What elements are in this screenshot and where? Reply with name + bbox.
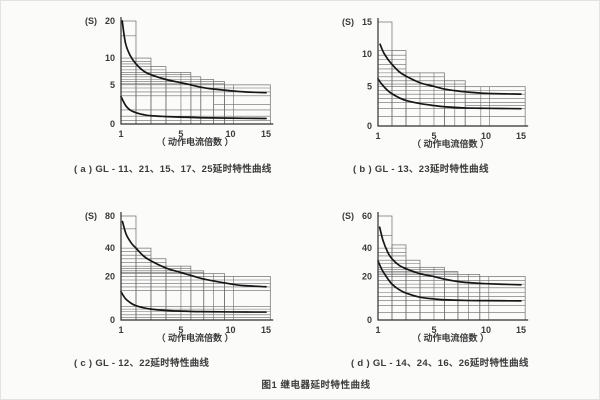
curve-upper-limit (121, 20, 267, 94)
y-tick-label: 0 (367, 315, 372, 325)
caption-chart-d: ( d ) GL - 14、24、16、26延时特性曲线 (351, 358, 529, 369)
x-tick-label: 5 (178, 325, 183, 335)
curve-upper-limit (121, 220, 267, 288)
x-tick-label: 10 (481, 325, 491, 335)
curve-lower-limit (377, 260, 522, 302)
x-tick-label: 5 (431, 131, 436, 141)
y-unit-label: (S) (85, 211, 97, 221)
x-tick-label: 10 (226, 129, 236, 139)
y-unit-label: (S) (85, 16, 97, 26)
y-unit-label: (S) (342, 211, 354, 221)
x-tick-label: 10 (481, 131, 491, 141)
x-axis-label-d: （ 动作电流倍数 ） (411, 333, 489, 343)
curve-upper-limit (378, 226, 522, 286)
caption-chart-b: ( b ) GL - 13、23延时特性曲线 (353, 164, 489, 175)
axes (377, 212, 529, 321)
x-axis-label-b: （ 动作电流倍数 ） (411, 139, 489, 149)
x-axis-label-c: （ 动作电流倍数 ） (156, 333, 234, 343)
y-tick-label: 20 (105, 272, 115, 282)
band-step (377, 21, 393, 127)
y-tick-label: 10 (105, 53, 115, 63)
curve-lower-limit (120, 290, 267, 313)
curve-upper-limit (379, 43, 522, 96)
x-tick-label: 15 (261, 129, 271, 139)
figure-caption: 图1 继电器延时特性曲线 (261, 380, 371, 391)
y-tick-label: 10 (362, 49, 372, 59)
x-tick-label: 1 (375, 325, 380, 335)
y-tick-label: 60 (362, 211, 372, 221)
x-tick-label: 10 (226, 325, 236, 335)
y-unit-label: (S) (342, 17, 354, 27)
axes (120, 212, 274, 321)
x-tick-label: 15 (261, 325, 271, 335)
y-tick-label: 20 (362, 272, 372, 282)
x-axis-label-a: （ 动作电流倍数 ） (156, 137, 234, 147)
y-tick-label: 0 (110, 119, 115, 129)
curve-lower-limit (377, 77, 522, 110)
caption-chart-a: ( a ) GL - 11、21、15、17、25延时特性曲线 (74, 164, 272, 175)
y-tick-label: 20 (105, 16, 115, 26)
x-tick-label: 15 (516, 131, 526, 141)
y-tick-label: 40 (362, 243, 372, 253)
y-tick-label: 0 (110, 315, 115, 325)
x-tick-label: 1 (375, 131, 380, 141)
caption-chart-c: ( c ) GL - 12、22延时特性曲线 (74, 358, 210, 369)
y-tick-label: 40 (105, 243, 115, 253)
axes (377, 18, 529, 127)
band-step (391, 50, 407, 127)
x-tick-label: 1 (118, 129, 123, 139)
x-tick-label: 5 (178, 129, 183, 139)
band-step (224, 276, 271, 321)
y-tick-label: 5 (367, 82, 372, 92)
y-tick-label: 80 (105, 211, 115, 221)
curve-lower-limit (120, 95, 267, 120)
axes (120, 17, 274, 125)
x-tick-label: 15 (516, 325, 526, 335)
x-tick-label: 5 (431, 325, 436, 335)
y-tick-label: 5 (110, 80, 115, 90)
y-tick-label: 0 (367, 121, 372, 131)
x-tick-label: 1 (118, 325, 123, 335)
y-tick-label: 15 (362, 17, 372, 27)
